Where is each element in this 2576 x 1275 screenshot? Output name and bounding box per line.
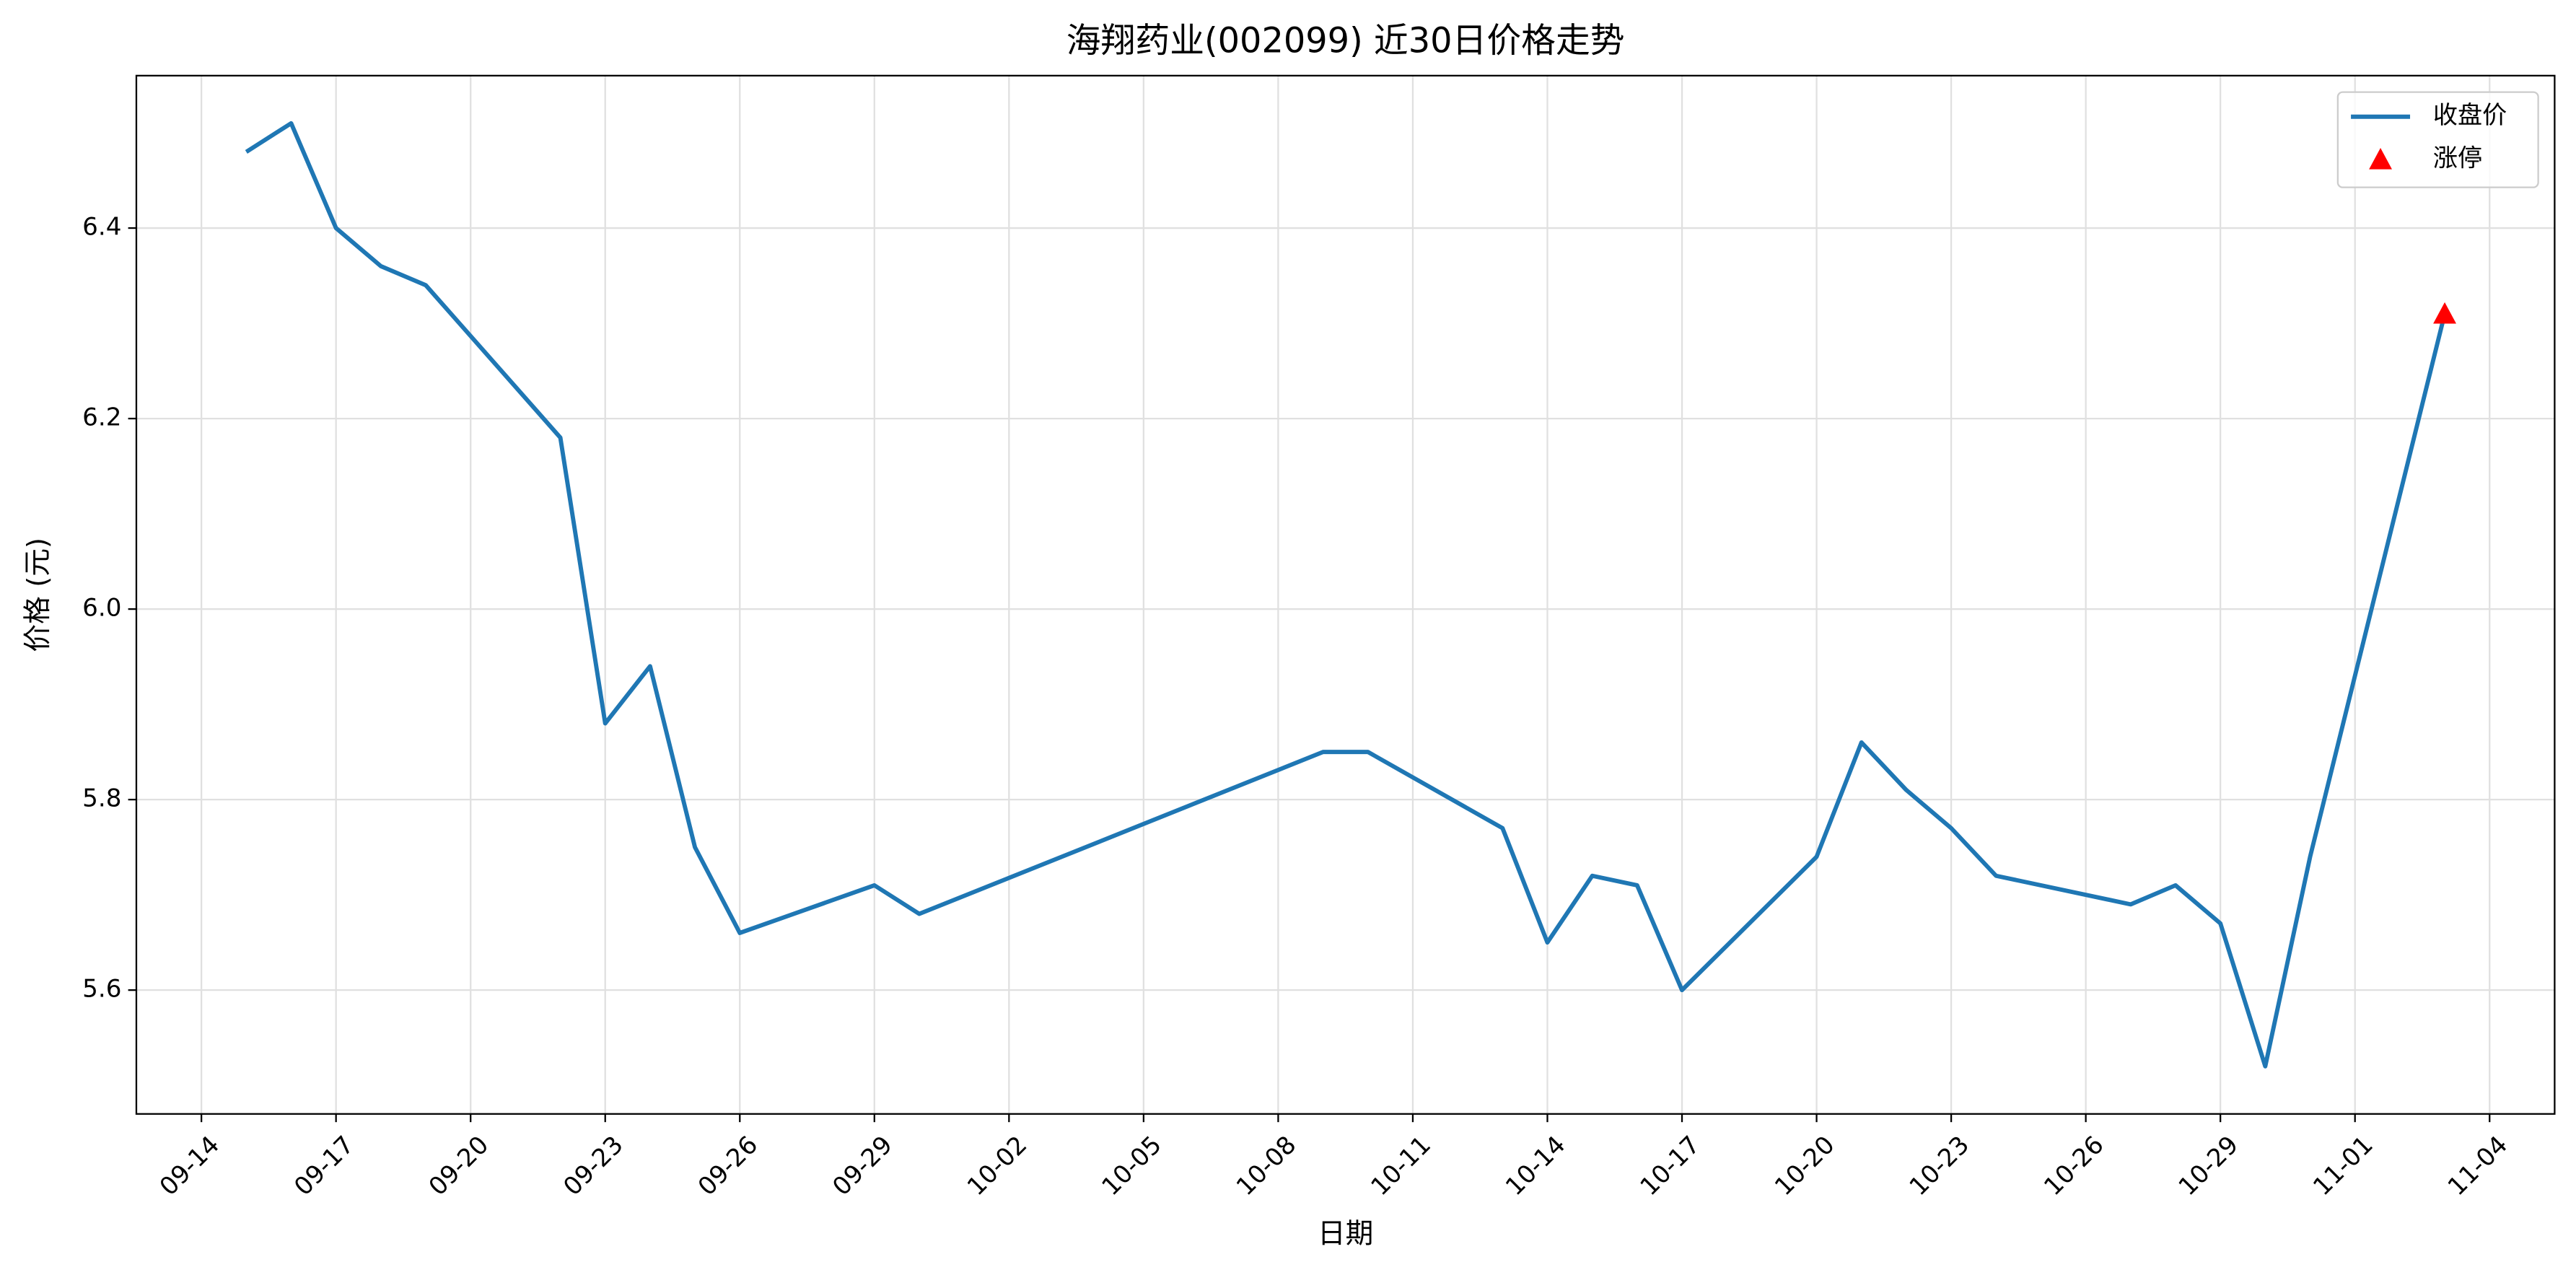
- plot-frame: [135, 74, 2556, 1115]
- legend-label: 收盘价: [2433, 101, 2507, 130]
- y-tick-label: 6.0: [82, 594, 121, 623]
- y-tick-label: 6.4: [82, 213, 121, 242]
- chart-title: 海翔药业(002099) 近30日价格走势: [1066, 21, 1625, 61]
- y-tick-label: 6.2: [82, 403, 121, 432]
- legend-label: 涨停: [2433, 144, 2482, 172]
- legend-marker: [2369, 148, 2392, 170]
- y-tick-label: 5.6: [82, 975, 121, 1004]
- price-line: [245, 121, 2447, 1069]
- y-tick-label: 5.8: [82, 784, 121, 813]
- x-axis-label: 日期: [1318, 1218, 1373, 1250]
- y-axis-label: 价格 (元): [22, 538, 54, 652]
- limit-up-marker: [2433, 302, 2457, 324]
